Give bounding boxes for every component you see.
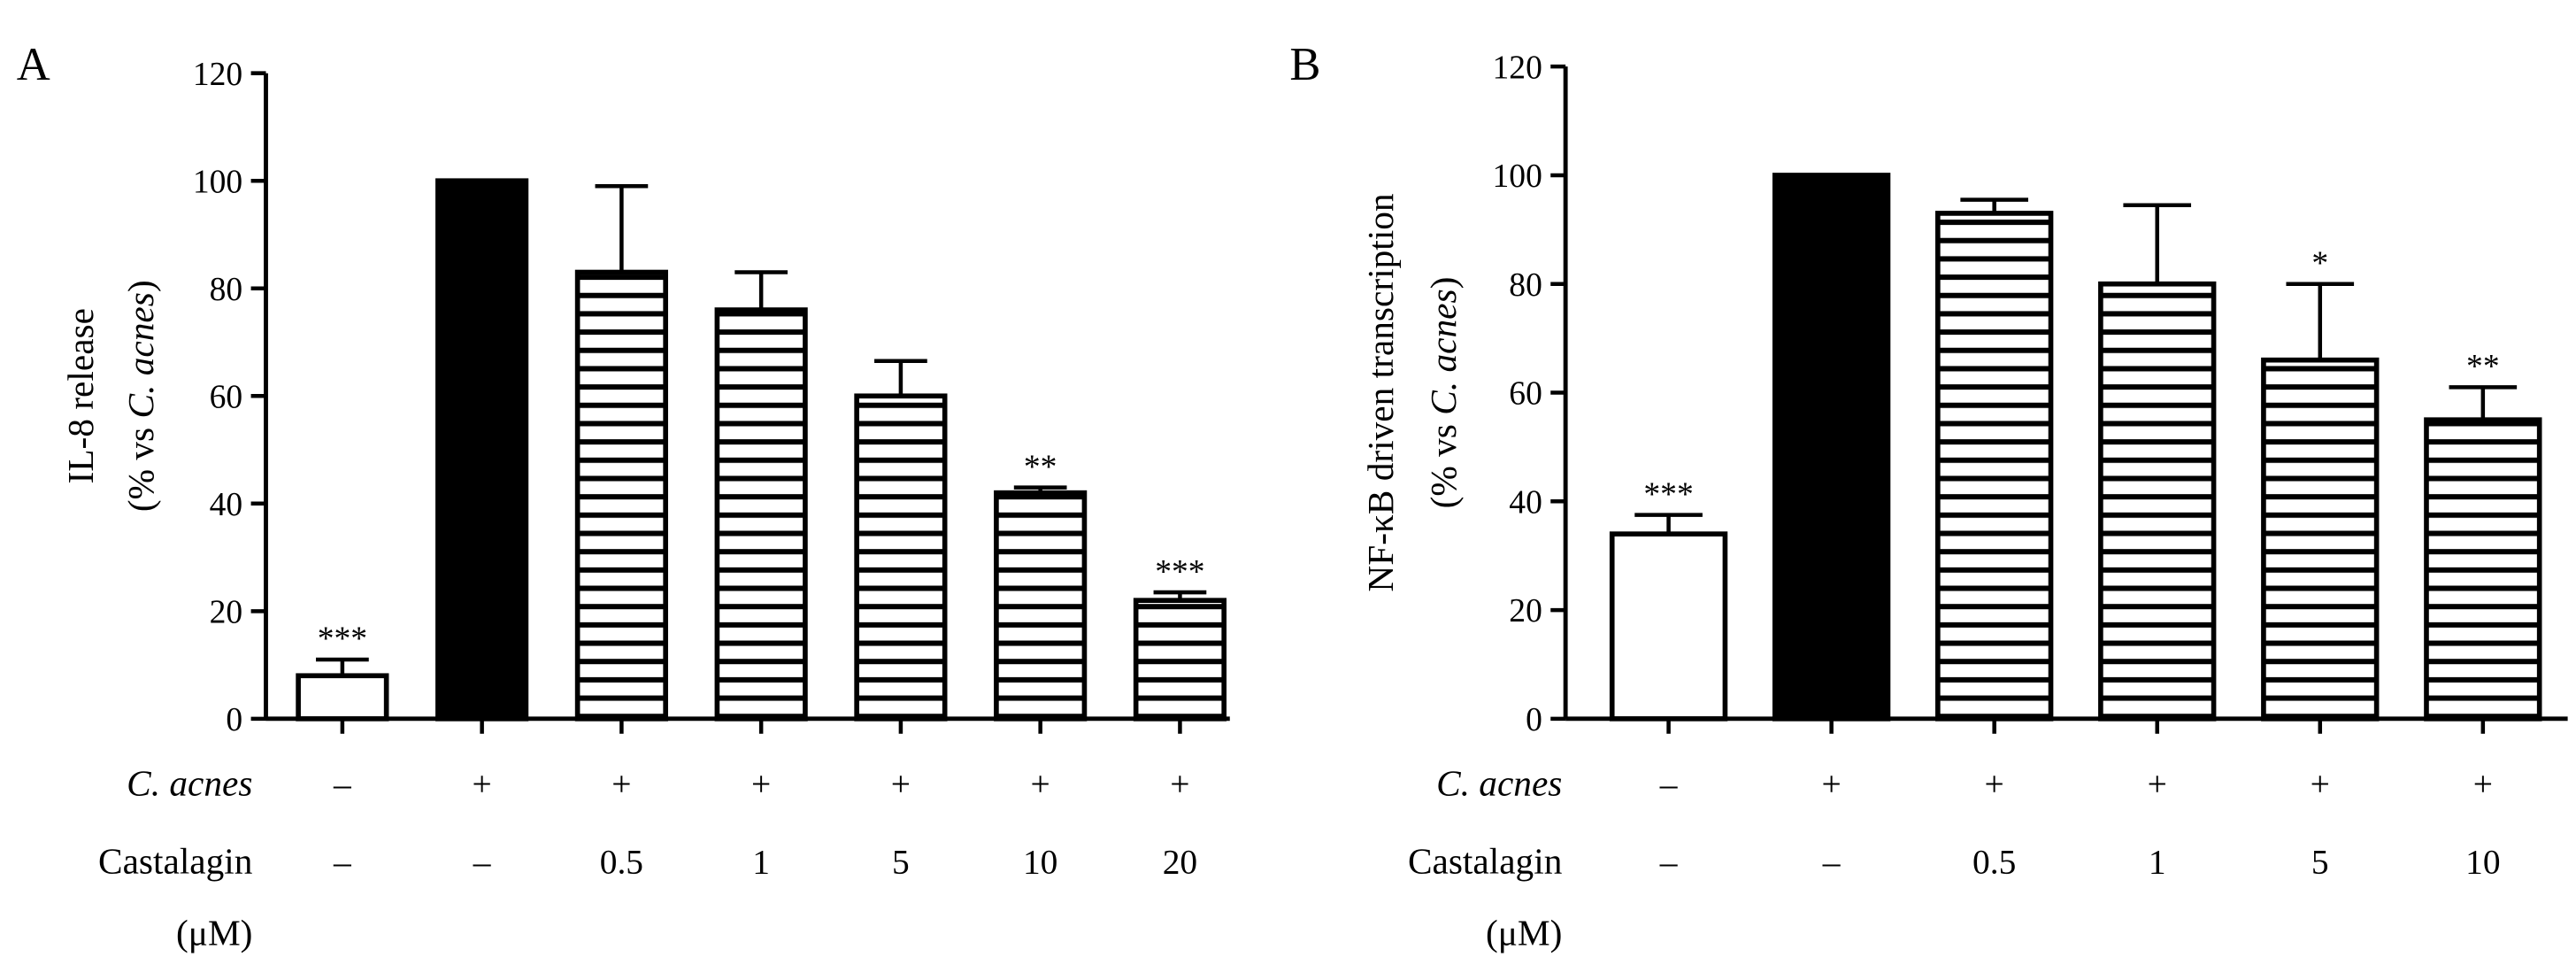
- y-axis-title: IL-8 release: [60, 308, 101, 484]
- y-tick-label: 120: [1493, 50, 1542, 86]
- category-treatment-label: +: [1170, 764, 1189, 803]
- panel-b-chart: B 0 20 40 60 80 100 120 NF-κB driven transcripti…: [1289, 39, 2568, 953]
- y-tick-label: 120: [193, 57, 242, 93]
- bar: [1133, 598, 1227, 722]
- category-treatment-label: +: [891, 764, 911, 803]
- category-treatment-label: +: [751, 764, 771, 803]
- category-treatment-label: +: [611, 764, 631, 803]
- bar: [714, 307, 808, 722]
- panel-letter: B: [1289, 39, 1320, 90]
- y-tick-label: 40: [210, 487, 243, 523]
- row-label-dose-unit: (μM): [1486, 912, 1562, 953]
- row-label-dose-unit: (μM): [176, 912, 252, 953]
- category-treatment-label: +: [1822, 764, 1842, 803]
- y-tick-label: 80: [210, 272, 243, 308]
- category-treatment-label: +: [1985, 764, 2004, 803]
- bar: [2261, 357, 2380, 722]
- category-dose-label: –: [473, 843, 491, 882]
- row-label-treatment: C. acnes: [1436, 762, 1562, 803]
- category-dose-label: 5: [2311, 843, 2329, 882]
- y-tick-label: 100: [1493, 158, 1542, 195]
- bar: [2098, 281, 2217, 722]
- category-dose-label: 10: [2465, 843, 2500, 882]
- category-dose-label: 0.5: [600, 843, 643, 882]
- category-treatment-label: +: [2473, 764, 2493, 803]
- y-tick-label: 60: [210, 379, 243, 415]
- category-treatment-label: –: [1659, 764, 1678, 803]
- significance-label: ***: [318, 621, 367, 658]
- category-treatment-label: +: [1031, 764, 1050, 803]
- category-dose-label: –: [1822, 843, 1841, 882]
- significance-label: **: [2466, 349, 2500, 385]
- y-axis-title-line2: (% vs C. acnes): [120, 280, 162, 512]
- category-dose-label: 1: [752, 843, 770, 882]
- category-treatment-label: +: [2148, 764, 2167, 803]
- bar: [994, 490, 1088, 722]
- y-tick-label: 20: [210, 594, 243, 630]
- y-tick-label: 20: [1509, 593, 1542, 629]
- category-dose-label: 1: [2149, 843, 2166, 882]
- category-dose-label: 0.5: [1972, 843, 2016, 882]
- category-treatment-label: +: [2311, 764, 2330, 803]
- y-tick-label: 100: [193, 164, 242, 200]
- category-treatment-label: –: [333, 764, 351, 803]
- panel-letter: A: [17, 39, 50, 90]
- bar: [1609, 531, 1728, 722]
- significance-label: *: [2311, 245, 2328, 282]
- panel-b-plot-area: B 0 20 40 60 80 100 120 NF-κB driven transcripti…: [1289, 39, 2568, 953]
- bar: [435, 178, 529, 722]
- row-label-dose: Castalagin: [1408, 841, 1563, 882]
- category-treatment-label: +: [473, 764, 492, 803]
- bar: [1772, 173, 1891, 722]
- row-label-dose: Castalagin: [98, 841, 253, 882]
- y-tick-label: 0: [226, 702, 242, 738]
- bar: [1935, 211, 2054, 722]
- y-tick-label: 60: [1509, 376, 1542, 413]
- category-dose-label: 10: [1023, 843, 1057, 882]
- bar: [2424, 417, 2542, 722]
- category-dose-label: –: [1659, 843, 1678, 882]
- row-label-treatment: C. acnes: [127, 762, 252, 803]
- y-tick-label: 80: [1509, 267, 1542, 304]
- y-tick-label: 40: [1509, 484, 1542, 521]
- significance-label: **: [1024, 449, 1057, 485]
- significance-label: ***: [1155, 554, 1204, 591]
- category-dose-label: –: [333, 843, 351, 882]
- bar: [854, 393, 948, 722]
- y-axis-title-line2: (% vs C. acnes): [1423, 277, 1465, 509]
- y-tick-label: 0: [1526, 702, 1542, 738]
- bar: [296, 673, 389, 722]
- bar: [574, 269, 668, 722]
- category-dose-label: 20: [1163, 843, 1197, 882]
- significance-label: ***: [1643, 476, 1693, 513]
- category-dose-label: 5: [892, 843, 910, 882]
- y-axis-title: NF-κB driven transcription: [1360, 193, 1401, 592]
